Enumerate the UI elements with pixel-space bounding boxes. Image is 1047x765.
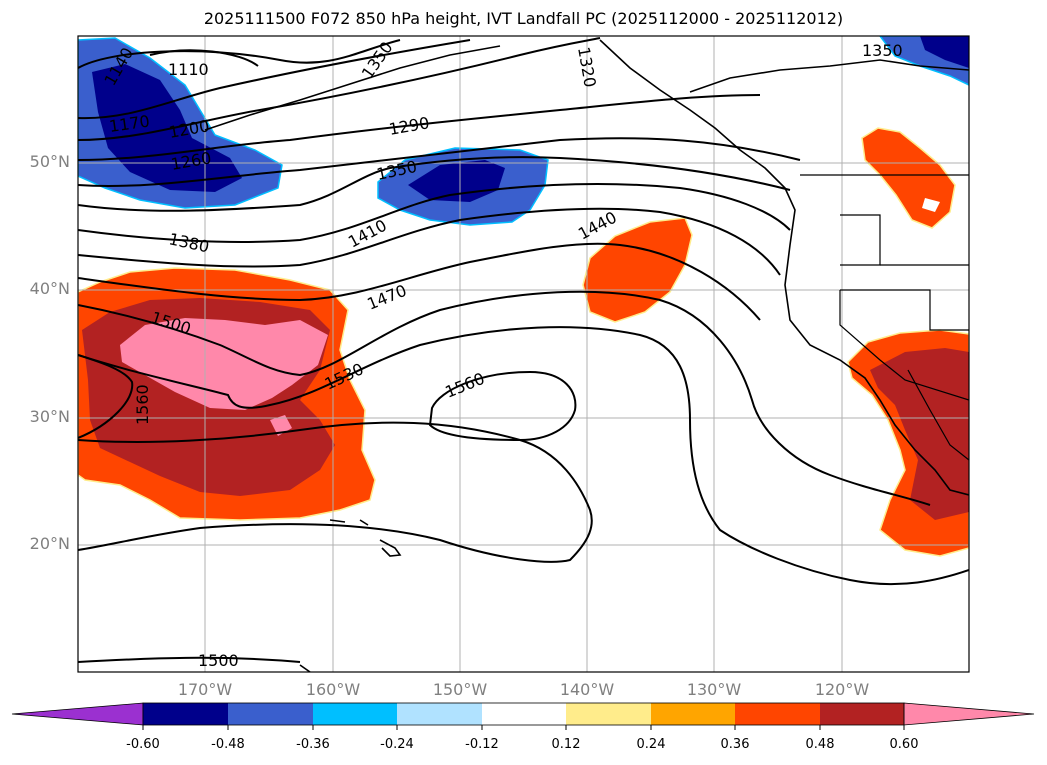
- political-borders: [800, 174, 969, 461]
- colorbar-cell: [143, 703, 228, 725]
- colorbar-tick-label: -0.48: [211, 737, 245, 752]
- colorbar-tick-label: -0.12: [465, 737, 499, 752]
- lon-label: 160°W: [305, 680, 361, 699]
- colorbar-cell: [228, 703, 313, 725]
- colorbar-tick-label: -0.24: [380, 737, 414, 752]
- lon-label: 170°W: [177, 680, 233, 699]
- colorbar-cell: [735, 703, 820, 725]
- map-title: 2025111500 F072 850 hPa height, IVT Land…: [203, 9, 844, 28]
- colorbar-extend-low: [11, 702, 144, 726]
- colorbar-cell: [820, 703, 904, 725]
- height-contours: [78, 37, 969, 663]
- colorbar-cell: [313, 703, 397, 725]
- colorbar: [11, 702, 1035, 730]
- lon-label: 120°W: [814, 680, 870, 699]
- colorbar-extend-high: [903, 702, 1035, 726]
- contour-label: 1350: [862, 41, 903, 60]
- map-frame: [77, 35, 970, 673]
- colorbar-cell: [651, 703, 735, 725]
- lat-label: 20°N: [29, 534, 70, 553]
- colorbar-tick-label: 0.36: [720, 737, 750, 752]
- lat-label: 50°N: [29, 152, 70, 171]
- colorbar-tick-label: 0.60: [889, 737, 919, 752]
- lon-label: 150°W: [432, 680, 488, 699]
- map-area: 1110 1140 1170 1200 1260 1290 1320 1350 …: [78, 36, 969, 672]
- colorbar-tick-label: 0.48: [805, 737, 835, 752]
- contour-label: 1500: [198, 651, 239, 670]
- colorbar-cell: [482, 703, 566, 725]
- coastlines: [204, 39, 969, 672]
- colorbar-cell: [566, 703, 651, 725]
- lon-label: 140°W: [559, 680, 615, 699]
- colorbar-tick-label: 0.12: [551, 737, 581, 752]
- contour-label: 1110: [168, 60, 209, 79]
- colorbar-cell: [397, 703, 482, 725]
- contour-label: 1560: [133, 384, 152, 425]
- lat-label: 30°N: [29, 407, 70, 426]
- graticule: [78, 36, 969, 672]
- lat-label: 40°N: [29, 279, 70, 298]
- colorbar-tick-label: -0.60: [126, 737, 160, 752]
- colorbar-tick-label: 0.24: [636, 737, 666, 752]
- ivt-negative-northeast: [879, 36, 969, 86]
- lon-label: 130°W: [686, 680, 742, 699]
- colorbar-tick-label: -0.36: [296, 737, 330, 752]
